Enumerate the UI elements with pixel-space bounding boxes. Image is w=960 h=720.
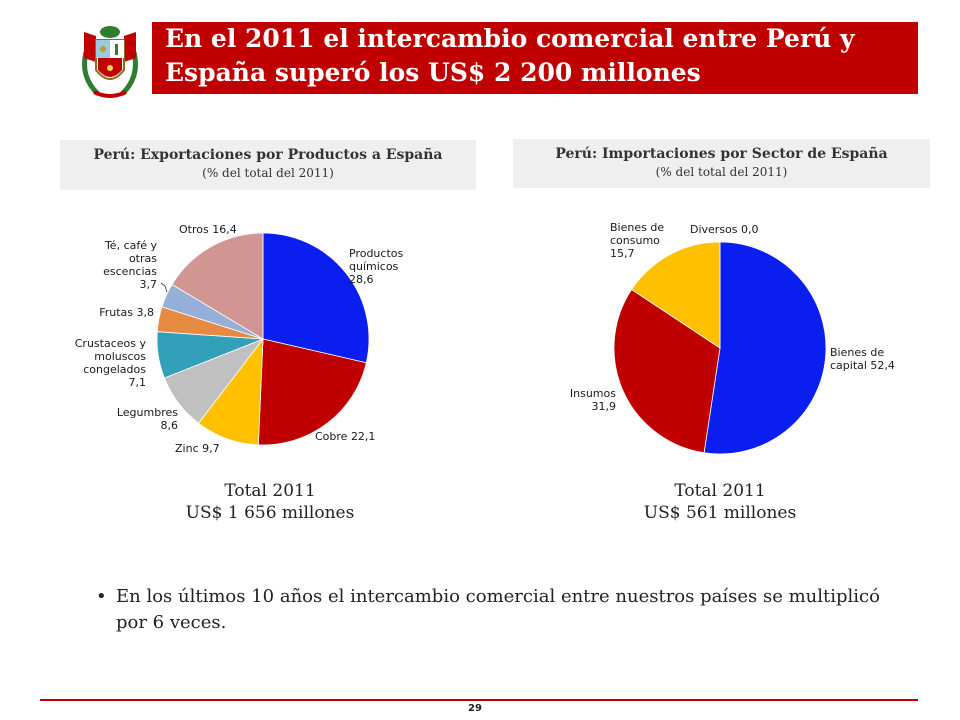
page-number: 29 <box>468 703 482 714</box>
pie1-slice-label-3: Diversos 0,0 <box>690 223 759 236</box>
imports-chart-subtitle: (% del total del 2011) <box>655 165 788 179</box>
pie0-slice-label-0: Productos químicos 28,6 <box>349 247 403 286</box>
pie1-slice-0 <box>703 241 827 455</box>
pie0-slice-label-6: Té, café y otras escencias 3,7 <box>103 239 157 291</box>
bullet-point: • En los últimos 10 años el intercambio … <box>96 584 896 636</box>
peru-coat-of-arms-icon <box>82 26 138 98</box>
pie0-slice-label-2: Zinc 9,7 <box>175 442 220 455</box>
pie1-slice-label-1: Insumos 31,9 <box>570 387 616 413</box>
pie1-slice-1 <box>613 288 721 454</box>
bullet-text: En los últimos 10 años el intercambio co… <box>116 586 880 633</box>
imports-total-amount: US$ 561 millones <box>643 503 797 523</box>
page-title-line1: En el 2011 el intercambio comercial entr… <box>165 24 855 53</box>
exports-total-year: Total 2011 <box>224 481 316 501</box>
bullet-icon: • <box>96 586 107 607</box>
exports-total: Total 2011 US$ 1 656 millones <box>160 480 380 524</box>
pie0-slice-label-7: Otros 16,4 <box>179 223 237 236</box>
pie0-slice-0 <box>262 232 370 364</box>
page-title: En el 2011 el intercambio comercial entr… <box>165 22 915 90</box>
exports-chart-title: Perú: Exportaciones por Productos a Espa… <box>93 147 443 163</box>
pie1-slice-label-0: Bienes de capital 52,4 <box>830 346 895 372</box>
imports-chart-title: Perú: Importaciones por Sector de España <box>555 146 888 162</box>
footer-divider <box>40 699 918 701</box>
page-title-line2: España superó los US$ 2 200 millones <box>165 58 701 87</box>
pie0-slice-label-4: Crustaceos y moluscos congelados 7,1 <box>75 337 147 389</box>
exports-chart-subtitle: (% del total del 2011) <box>202 166 334 180</box>
exports-chart-header: Perú: Exportaciones por Productos a Espa… <box>60 140 476 190</box>
pie0-slice-1 <box>257 338 367 446</box>
pie0-slice-label-3: Legumbres 8,6 <box>117 406 178 432</box>
title-banner <box>152 22 918 94</box>
exports-total-amount: US$ 1 656 millones <box>185 503 355 523</box>
pie0-slice-label-5: Frutas 3,8 <box>99 306 154 319</box>
imports-chart-header: Perú: Importaciones por Sector de España… <box>513 139 930 188</box>
imports-total: Total 2011 US$ 561 millones <box>610 480 830 524</box>
pie1-slice-2 <box>631 241 721 349</box>
imports-total-year: Total 2011 <box>674 481 766 501</box>
pie0-slice-7 <box>171 232 264 340</box>
pie0-slice-label-1: Cobre 22,1 <box>315 430 375 443</box>
pie0-leader-line-0 <box>160 282 168 293</box>
pie1-slice-label-2: Bienes de consumo 15,7 <box>610 221 664 260</box>
